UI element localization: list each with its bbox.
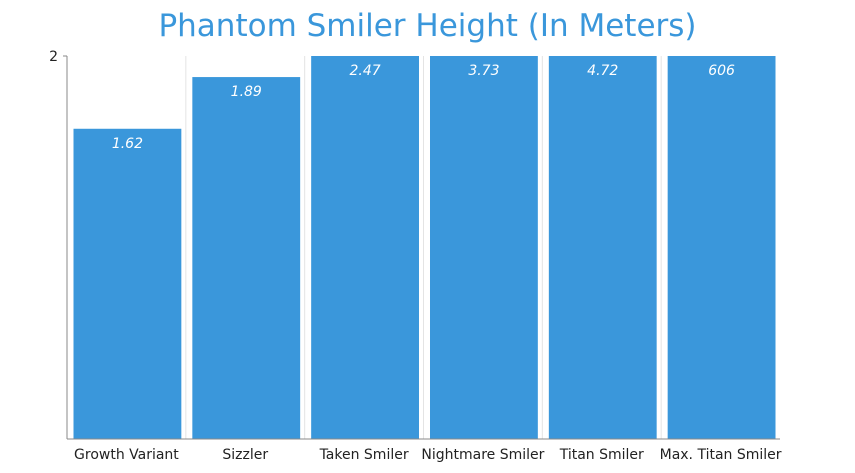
x-tick-label: Titan Smiler	[559, 447, 644, 463]
data-label: 3.73	[468, 63, 499, 79]
data-label: 1.89	[231, 84, 262, 100]
y-tick-label: 2	[49, 49, 58, 65]
chart-title: Phantom Smiler Height (In Meters)	[158, 8, 697, 44]
bar	[548, 56, 657, 439]
data-label: 4.72	[587, 63, 618, 79]
x-tick-label: Taken Smiler	[319, 447, 409, 463]
x-tick-label: Sizzler	[222, 447, 268, 463]
bar	[73, 128, 182, 439]
bar	[311, 56, 419, 439]
data-label: 2.47	[349, 63, 380, 79]
bar	[430, 56, 538, 439]
data-label: 1.62	[112, 136, 143, 152]
x-tick-label: Growth Variant	[74, 447, 179, 463]
bar	[192, 77, 301, 439]
x-tick-label: Nightmare Smiler	[421, 447, 544, 463]
bar	[667, 56, 776, 439]
data-label: 606	[708, 63, 735, 79]
x-tick-label: Max. Titan Smiler	[660, 447, 782, 463]
